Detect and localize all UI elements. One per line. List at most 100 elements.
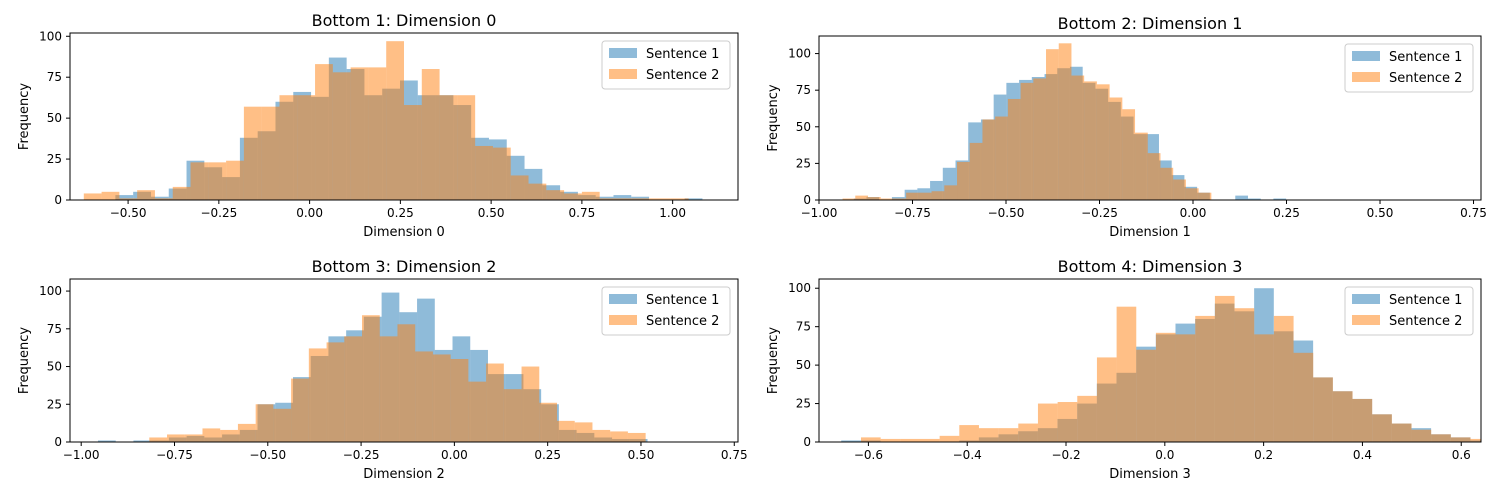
histogram-bar xyxy=(368,67,387,200)
y-tick-label: 100 xyxy=(39,29,62,43)
histogram-bar xyxy=(1135,132,1148,200)
histogram-bar xyxy=(315,64,333,200)
histogram-bar xyxy=(1057,402,1078,442)
x-axis-label: Dimension 2 xyxy=(363,467,445,482)
histogram-bar xyxy=(1372,414,1392,442)
x-tick-label: 1.00 xyxy=(659,206,686,220)
x-tick-label: 0.2 xyxy=(1254,448,1273,462)
x-tick-label: −0.6 xyxy=(854,448,883,462)
histogram-bar xyxy=(842,198,856,200)
histogram-bar xyxy=(291,378,309,442)
histogram-bar xyxy=(279,95,298,200)
histogram-bar xyxy=(617,198,636,200)
histogram-bar xyxy=(860,437,881,442)
y-tick-label: 50 xyxy=(796,120,811,134)
histogram-bar xyxy=(1273,198,1287,200)
histogram-bar xyxy=(492,147,511,200)
x-axis-label: Dimension 1 xyxy=(1109,225,1191,240)
histogram-bar xyxy=(421,69,440,200)
x-tick-label: −0.50 xyxy=(988,206,1025,220)
histogram-bar xyxy=(969,142,983,200)
histogram-bar xyxy=(379,336,398,442)
x-tick-label: 0.00 xyxy=(296,206,323,220)
histogram-bar xyxy=(1391,423,1412,442)
x-tick-label: 0.0 xyxy=(1155,448,1174,462)
legend-swatch xyxy=(609,315,637,325)
axes-frame xyxy=(69,32,739,201)
histogram-bar xyxy=(919,438,940,442)
histogram-bar xyxy=(653,198,671,200)
x-tick-label: −0.4 xyxy=(953,448,982,462)
histogram-bar xyxy=(1147,153,1161,200)
y-axis-label: Frequency xyxy=(17,327,32,394)
histogram-bar xyxy=(261,106,280,200)
histogram-bar xyxy=(415,351,433,442)
histogram-bar xyxy=(998,428,1019,442)
legend-label: Sentence 2 xyxy=(646,314,719,329)
histogram-bar xyxy=(1046,49,1059,200)
series-sentence-2 xyxy=(149,315,646,442)
histogram-bar xyxy=(154,198,173,200)
histogram-bar xyxy=(255,404,274,442)
histogram-bar xyxy=(995,116,1008,200)
histogram-bar xyxy=(137,190,155,200)
legend: Sentence 1 Sentence 2 xyxy=(601,40,731,90)
histogram-bar xyxy=(83,193,102,200)
histogram-bars xyxy=(841,288,1481,442)
y-tick-label: 0 xyxy=(54,193,62,207)
histogram-bar xyxy=(1185,188,1199,200)
y-tick-label: 25 xyxy=(796,156,811,170)
histogram-bar xyxy=(149,437,168,442)
subplot-4: −0.6 −0.4 −0.2 0.0 0.2 0.4 0.6 0 25 50 75 100 Bottom… xyxy=(766,257,1482,482)
histogram-bar xyxy=(613,195,632,200)
histogram-bar xyxy=(880,198,894,200)
y-tick-label: 50 xyxy=(796,358,811,372)
subplot-2: −1.00 −0.75 −0.50 −0.25 0.00 0.25 0.50 0.75 0 25 5… xyxy=(766,14,1487,240)
x-tick-label: −0.75 xyxy=(156,448,193,462)
histogram-bar xyxy=(684,198,703,200)
histogram-bar xyxy=(362,315,380,442)
histogram-bar xyxy=(1077,395,1097,442)
histogram-bar xyxy=(557,420,575,442)
histogram-bar xyxy=(167,434,185,442)
histogram-bar xyxy=(226,160,244,200)
x-tick-label: 0.00 xyxy=(441,448,468,462)
histogram-bar xyxy=(119,198,138,200)
histogram-bar xyxy=(1020,82,1034,200)
histogram-bar xyxy=(939,435,960,442)
x-tick-label: −0.2 xyxy=(1051,448,1080,462)
histogram-bar xyxy=(592,429,611,442)
histogram-bar xyxy=(184,434,203,442)
histogram-bar xyxy=(564,193,582,200)
histogram-bar xyxy=(906,192,919,200)
histogram-bar xyxy=(1071,75,1085,200)
y-tick-label: 75 xyxy=(796,320,811,334)
legend-label: Sentence 1 xyxy=(1389,50,1462,65)
subplot-title: Bottom 1: Dimension 0 xyxy=(312,11,497,30)
histogram-bar xyxy=(450,358,469,442)
x-tick-label: −0.50 xyxy=(249,448,286,462)
histogram-bar xyxy=(1195,315,1215,442)
histogram-bar xyxy=(867,197,881,200)
y-tick-label: 100 xyxy=(39,284,62,298)
histogram-bar xyxy=(1175,334,1196,442)
histogram-bar xyxy=(670,198,689,200)
histogram-bar xyxy=(931,191,945,200)
histogram-bar xyxy=(1160,167,1174,200)
legend: Sentence 1 Sentence 2 xyxy=(601,286,731,336)
histogram-bar xyxy=(326,342,345,442)
x-tick-label: −0.50 xyxy=(110,206,147,220)
histogram-bar xyxy=(503,389,522,442)
x-tick-label: −1.00 xyxy=(63,448,100,462)
legend-swatch xyxy=(1352,315,1380,325)
histogram-bar xyxy=(1273,315,1294,442)
y-axis-label: Frequency xyxy=(766,327,781,394)
histogram-bar xyxy=(1332,391,1353,442)
y-tick-label: 25 xyxy=(47,152,62,166)
histogram-bar xyxy=(1136,349,1156,442)
histogram-bar xyxy=(1173,179,1186,200)
legend-swatch xyxy=(1352,51,1380,61)
y-tick-label: 75 xyxy=(796,83,811,97)
series-sentence-2 xyxy=(842,43,1212,200)
legend-swatch xyxy=(1352,294,1380,304)
